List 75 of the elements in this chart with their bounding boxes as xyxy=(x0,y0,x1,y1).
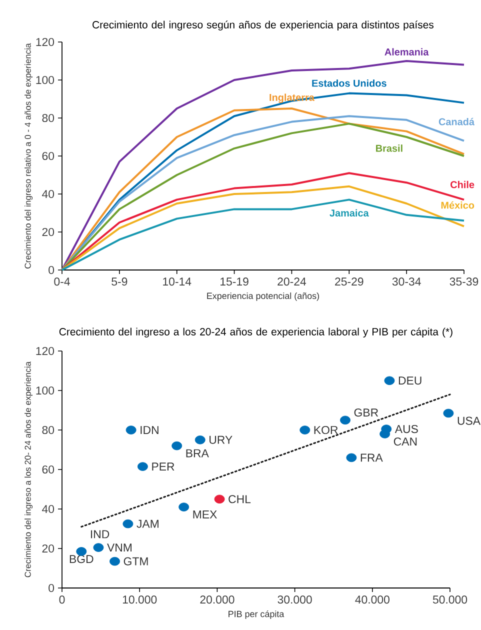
series-label: Jamaica xyxy=(330,209,369,217)
point xyxy=(346,453,357,462)
point xyxy=(178,502,190,512)
annotation: MEX xyxy=(193,510,217,518)
point xyxy=(194,435,206,444)
y-tick-label: 20 xyxy=(42,228,54,236)
point xyxy=(300,426,310,434)
annotation: USA xyxy=(458,416,480,425)
y-tick-label: 100 xyxy=(36,76,54,84)
y-tick-label: 80 xyxy=(42,114,54,122)
annotation: CAN xyxy=(394,437,417,446)
point xyxy=(172,441,182,450)
x-axis-title: PIB per cápita xyxy=(228,610,284,619)
annotation: AUS xyxy=(394,424,418,434)
annotation: VNM xyxy=(107,544,132,552)
y-tick-label: 40 xyxy=(42,190,54,198)
point xyxy=(93,543,104,552)
series-label: Estados Unidos xyxy=(312,79,386,87)
y-axis-title: Crecimiento del ingreso relativo a 0 - 4 años de experiencia xyxy=(24,43,33,268)
y-tick-label: 120 xyxy=(36,346,54,356)
y-tick-label: 20 xyxy=(42,544,54,553)
point xyxy=(380,430,390,438)
x-tick-label: 35-39 xyxy=(450,278,478,286)
x-tick-label: 25-29 xyxy=(335,278,364,286)
annotation: PER xyxy=(152,462,174,470)
annotation: URY xyxy=(210,436,232,444)
point xyxy=(214,494,225,504)
annotation: FRA xyxy=(360,454,383,462)
x-tick-label: 0-4 xyxy=(54,278,70,286)
y-axis-title: Crecimiento del ingreso a los 20- 24 años de experiencia xyxy=(24,361,33,578)
x-tick-label: 30-34 xyxy=(392,278,421,286)
y-tick-label: 80 xyxy=(42,426,54,434)
x-tick-label: 50.000 xyxy=(432,596,468,604)
chart-title: Crecimiento del ingreso a los 20-24 años de experiencia laboral y PIB per cápita (*) xyxy=(59,328,452,338)
x-tick-label: 0 xyxy=(59,596,65,604)
x-tick-label: 5-9 xyxy=(112,278,128,286)
x-tick-label: 20.000 xyxy=(200,596,234,604)
annotation: GBR xyxy=(354,408,378,417)
point xyxy=(137,462,148,471)
series-label: Alemania xyxy=(384,48,429,56)
annotation: CHL xyxy=(228,495,251,504)
point xyxy=(443,408,454,418)
annotation: GTM xyxy=(124,557,148,566)
y-tick-label: 0 xyxy=(48,584,54,592)
x-tick-label: 10.000 xyxy=(122,596,157,604)
series-label: Inglaterra xyxy=(270,94,314,103)
x-tick-label: 40.000 xyxy=(355,596,390,604)
point xyxy=(126,426,136,434)
point xyxy=(384,376,395,386)
annotation: KOR xyxy=(314,426,338,434)
y-tick-label: 60 xyxy=(42,465,54,474)
y-tick-label: 120 xyxy=(36,38,54,46)
y-tick-label: 40 xyxy=(42,504,54,514)
y-tick-label: 100 xyxy=(36,386,54,395)
x-tick-label: 20-24 xyxy=(278,278,306,286)
annotation: JAM xyxy=(136,520,158,528)
annotation: IDN xyxy=(140,426,158,434)
x-axis-title: Experiencia potencial (años) xyxy=(207,292,319,301)
x-tick-label: 10-14 xyxy=(163,278,192,286)
point xyxy=(340,416,350,425)
x-tick-label: 30.000 xyxy=(278,596,312,604)
series-label: Chile xyxy=(450,180,474,188)
point xyxy=(110,556,120,566)
annotation: BGD xyxy=(70,554,94,564)
x-tick-label: 15-19 xyxy=(220,278,248,286)
y-tick-label: 60 xyxy=(42,152,54,160)
annotation: BRA xyxy=(186,449,209,458)
series-label: México xyxy=(441,201,474,209)
annotation: DEU xyxy=(398,376,422,385)
annotation: IND xyxy=(90,530,110,538)
point xyxy=(122,519,134,528)
chart-title: Crecimiento del ingreso según años de experiencia para distintos países xyxy=(92,20,434,31)
series-label: Canadá xyxy=(438,118,475,126)
series-label: Brasil xyxy=(376,144,402,152)
y-tick-label: 0 xyxy=(48,266,54,274)
